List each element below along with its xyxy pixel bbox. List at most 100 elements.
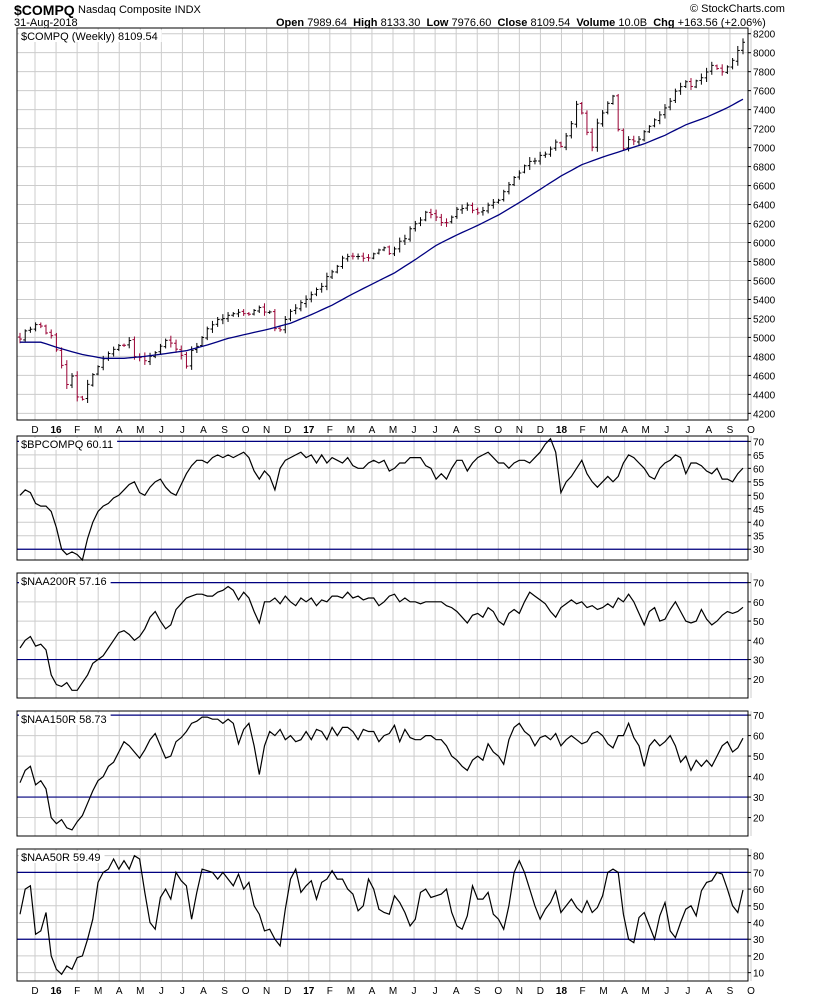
ohlc-bar <box>127 337 132 349</box>
y-tick-label: 8000 <box>753 49 776 60</box>
ohlc-bar <box>496 198 501 204</box>
x-tick-label: J <box>664 425 669 436</box>
indicator-line <box>19 437 744 562</box>
indicator-line <box>19 716 744 831</box>
ohlc-bar <box>491 198 496 209</box>
x-tick-label: J <box>180 986 185 997</box>
x-tick-label: S <box>727 425 734 436</box>
y-tick-label: 70 <box>753 868 765 879</box>
ohlc-bar <box>402 234 407 245</box>
ohlc-bar <box>200 336 205 347</box>
y-tick-label: 20 <box>753 675 765 686</box>
ohlc-bar <box>257 305 262 314</box>
x-tick-label: S <box>221 425 228 436</box>
ohlc-bar <box>59 347 64 369</box>
y-tick-label: 40 <box>753 773 765 784</box>
ohlc-bar <box>595 118 600 152</box>
ohlc-bar <box>688 78 693 90</box>
y-tick-label: 10 <box>753 969 765 980</box>
y-tick-label: 20 <box>753 814 765 825</box>
y-tick-label: 30 <box>753 545 765 556</box>
indicator-line <box>19 585 744 691</box>
ohlc-bar <box>293 304 298 315</box>
y-tick-label: 60 <box>753 598 765 609</box>
ohlc-bar <box>309 291 314 303</box>
indicator-line <box>19 854 744 976</box>
ohlc-summary: Open 7989.64 High 8133.30 Low 7976.60 Cl… <box>276 17 766 30</box>
x-tick-label: D <box>284 986 291 997</box>
y-tick-label: 40 <box>753 636 765 647</box>
chg-value: +163.56 (+2.06%) <box>677 17 766 29</box>
ohlc-bar <box>501 189 506 202</box>
x-tick-label: M <box>94 986 102 997</box>
x-tick-label: M <box>136 986 144 997</box>
y-tick-label: 6000 <box>753 239 776 250</box>
x-tick-label: J <box>180 425 185 436</box>
panel-label: $COMPQ (Weekly) 8109.54 <box>21 31 158 43</box>
ohlc-bar <box>480 206 485 216</box>
ohlc-bar <box>678 82 683 95</box>
moving-average-line <box>20 98 744 359</box>
x-tick-label: D <box>537 986 544 997</box>
ohlc-bar <box>470 202 475 214</box>
x-tick-label: F <box>327 425 333 436</box>
ohlc-bar <box>714 64 719 70</box>
panel-frame <box>16 848 749 982</box>
ohlc-bar <box>584 110 589 136</box>
ohlc-bar <box>174 339 179 353</box>
ohlc-bar <box>54 332 59 352</box>
low-label: Low <box>426 17 449 29</box>
y-tick-label: 4400 <box>753 390 776 401</box>
x-tick-label: J <box>685 986 690 997</box>
ohlc-bar <box>361 252 366 262</box>
y-tick-label: 35 <box>753 532 765 543</box>
ohlc-bar <box>460 204 465 214</box>
y-tick-label: 70 <box>753 437 765 448</box>
y-tick-label: 70 <box>753 579 765 590</box>
x-tick-label: D <box>284 425 291 436</box>
panel-2: 30 35 40 45 50 55 60 65 70 $BPCOMPQ 60.11 <box>16 435 765 562</box>
y-tick-label: 7800 <box>753 68 776 79</box>
x-tick-label: A <box>453 425 460 436</box>
ohlc-bar <box>553 139 558 151</box>
ohlc-bar <box>179 345 184 360</box>
y-tick-label: 60 <box>753 464 765 475</box>
y-tick-label: 6400 <box>753 201 776 212</box>
x-tick-label: D <box>537 425 544 436</box>
ohlc-bar <box>631 135 636 146</box>
ohlc-bar <box>288 309 293 322</box>
ohlc-bar <box>324 272 329 291</box>
ohlc-bar <box>252 309 257 316</box>
x-tick-label: 16 <box>50 425 62 436</box>
ohlc-bar <box>18 332 22 344</box>
y-tick-label: 8200 <box>753 30 776 41</box>
ohlc-bar <box>158 343 163 355</box>
panel-frame <box>16 710 749 837</box>
ohlc-bar <box>70 373 75 389</box>
ohlc-bar <box>449 215 454 224</box>
x-tick-label: M <box>599 425 607 436</box>
x-tick-label: A <box>116 425 123 436</box>
x-tick-label: F <box>579 986 585 997</box>
ohlc-bar <box>439 213 444 226</box>
volume-label: Volume <box>576 17 616 29</box>
ohlc-bar <box>423 210 428 222</box>
stockcharts-credit: © StockCharts.com <box>690 3 785 15</box>
x-tick-label: M <box>347 986 355 997</box>
panel-frame <box>16 27 749 421</box>
y-tick-label: 30 <box>753 656 765 667</box>
ohlc-bar <box>694 79 699 89</box>
ohlc-bar <box>96 365 101 376</box>
y-tick-label: 60 <box>753 885 765 896</box>
y-tick-label: 5000 <box>753 333 776 344</box>
x-tick-label: O <box>242 986 250 997</box>
ohlc-bar <box>486 202 491 214</box>
ohlc-bar <box>90 373 95 387</box>
ohlc-bar <box>475 207 480 215</box>
x-tick-label: M <box>94 425 102 436</box>
ohlc-bar <box>189 346 194 370</box>
ohlc-bar <box>543 151 548 158</box>
ohlc-bar <box>75 371 80 402</box>
